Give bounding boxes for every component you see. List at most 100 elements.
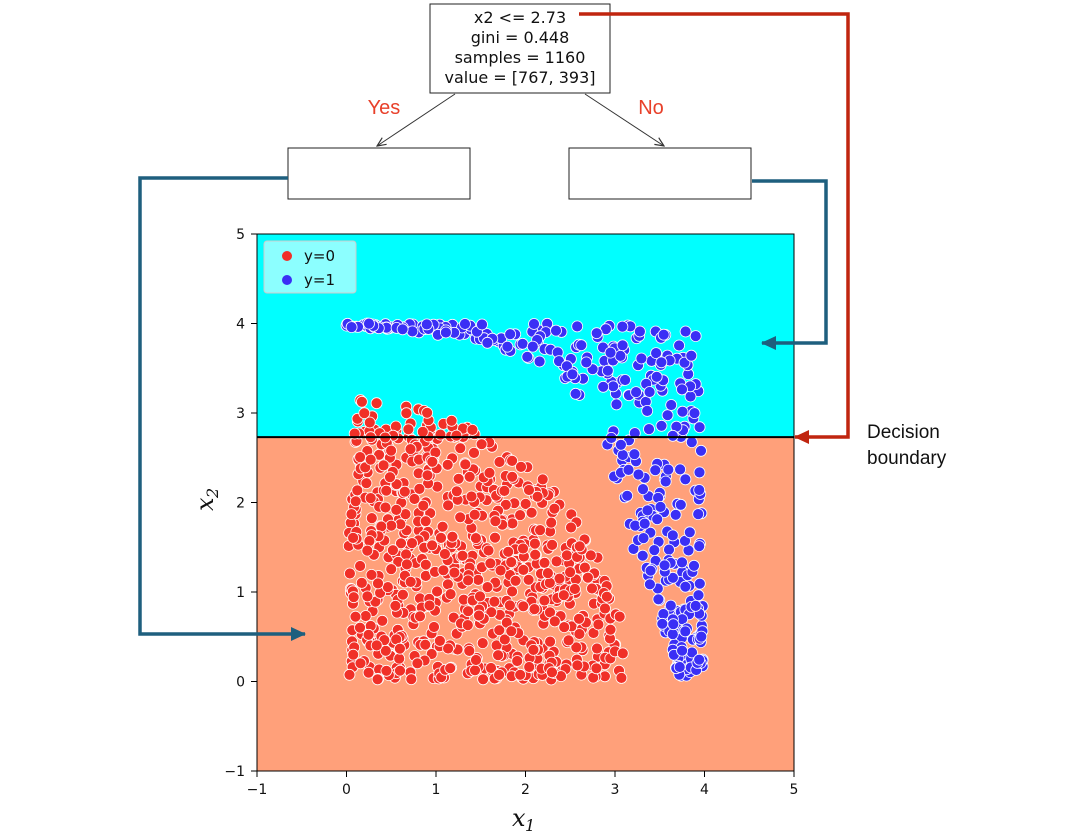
annotation-line-2: boundary — [867, 448, 947, 469]
point-y1 — [666, 628, 679, 640]
point-y0 — [488, 595, 501, 608]
point-y0 — [573, 628, 586, 640]
point-y1 — [566, 368, 579, 381]
point-y0 — [362, 666, 375, 679]
point-y0 — [542, 567, 554, 579]
point-y1 — [616, 449, 629, 461]
point-y1 — [619, 374, 631, 386]
point-y0 — [499, 498, 512, 511]
legend-label-y0: y=0 — [304, 247, 335, 265]
point-y1 — [636, 549, 649, 562]
point-y1 — [590, 327, 603, 340]
x-tick-label: 5 — [790, 782, 799, 798]
point-y0 — [470, 654, 482, 666]
point-y1 — [610, 398, 623, 411]
point-y1 — [650, 347, 662, 360]
point-y0 — [538, 594, 551, 607]
point-y0 — [601, 590, 613, 603]
point-y1 — [504, 328, 517, 341]
point-y0 — [347, 591, 360, 604]
point-y0 — [343, 567, 356, 580]
root-node-line-3: samples = 1160 — [455, 48, 586, 67]
point-y0 — [506, 517, 519, 530]
x-tick-label: 0 — [342, 782, 351, 798]
y-axis-title: x 2 — [191, 488, 222, 511]
point-y0 — [359, 610, 372, 622]
point-y1 — [676, 556, 688, 569]
point-y0 — [459, 458, 472, 471]
point-y1 — [601, 364, 614, 377]
point-y1 — [679, 580, 692, 593]
point-y0 — [421, 469, 434, 482]
point-y0 — [484, 557, 497, 570]
point-y1 — [345, 321, 358, 334]
point-y0 — [558, 621, 571, 633]
point-y0 — [385, 563, 398, 575]
point-y1 — [616, 339, 629, 352]
point-y0 — [345, 508, 358, 520]
x-axis-title: x 1 — [512, 804, 535, 833]
point-y0 — [385, 444, 398, 457]
yes-label: Yes — [368, 97, 401, 119]
point-y0 — [468, 446, 480, 459]
point-y1 — [667, 618, 680, 631]
point-y1 — [666, 529, 679, 542]
point-y0 — [456, 549, 469, 562]
left-child-node — [287, 147, 471, 200]
point-y1 — [604, 346, 617, 359]
point-y0 — [393, 652, 406, 665]
point-y0 — [517, 564, 530, 576]
point-y0 — [462, 605, 475, 618]
point-y0 — [396, 588, 409, 601]
point-y0 — [448, 566, 461, 579]
point-y1 — [652, 593, 665, 606]
point-y0 — [461, 619, 474, 631]
point-y0 — [489, 531, 501, 544]
point-y0 — [400, 548, 413, 561]
x-tick-label: 2 — [521, 782, 530, 798]
point-y0 — [525, 506, 538, 519]
point-y1 — [663, 543, 675, 556]
scatter-plot: −1 0 1 2 3 4 5 −1 0 1 2 3 4 5 y=0 y=1 x 1 x 2 — [191, 227, 798, 833]
point-y0 — [347, 532, 360, 544]
point-y0 — [544, 635, 556, 648]
point-y0 — [426, 539, 439, 552]
point-y0 — [413, 482, 426, 495]
point-y1 — [693, 540, 706, 552]
point-y1 — [622, 463, 635, 476]
point-y0 — [354, 621, 366, 634]
point-y1 — [693, 421, 706, 434]
series-y1-points — [340, 317, 709, 682]
point-y1 — [528, 318, 540, 330]
point-y1 — [676, 405, 689, 418]
point-y1 — [693, 466, 706, 479]
point-y0 — [349, 610, 362, 623]
point-y1 — [654, 500, 667, 513]
point-y1 — [641, 504, 654, 517]
point-y1 — [649, 464, 662, 477]
point-y0 — [358, 407, 371, 420]
point-y0 — [498, 633, 511, 646]
point-y0 — [463, 645, 476, 657]
point-y0 — [571, 659, 584, 672]
point-y1 — [629, 519, 642, 532]
point-y1 — [666, 429, 679, 442]
point-y0 — [394, 664, 406, 677]
point-y0 — [545, 516, 558, 529]
point-y0 — [463, 470, 476, 483]
point-y0 — [372, 577, 384, 590]
point-y1 — [476, 318, 488, 331]
x-tick-label: 4 — [700, 782, 709, 798]
point-y1 — [659, 475, 672, 488]
point-y0 — [379, 501, 392, 514]
point-y1 — [651, 513, 664, 526]
point-y0 — [370, 397, 383, 410]
point-y0 — [529, 537, 541, 550]
point-y0 — [505, 625, 518, 638]
axis-ticks: −1 0 1 2 3 4 5 −1 0 1 2 3 4 5 — [224, 227, 798, 798]
point-y0 — [414, 610, 426, 623]
y-tick-label: 4 — [236, 317, 245, 333]
point-y1 — [630, 386, 642, 399]
point-y0 — [435, 532, 447, 544]
point-y0 — [514, 668, 527, 681]
